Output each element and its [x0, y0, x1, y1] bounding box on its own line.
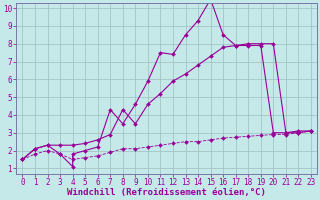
- X-axis label: Windchill (Refroidissement éolien,°C): Windchill (Refroidissement éolien,°C): [67, 188, 266, 197]
